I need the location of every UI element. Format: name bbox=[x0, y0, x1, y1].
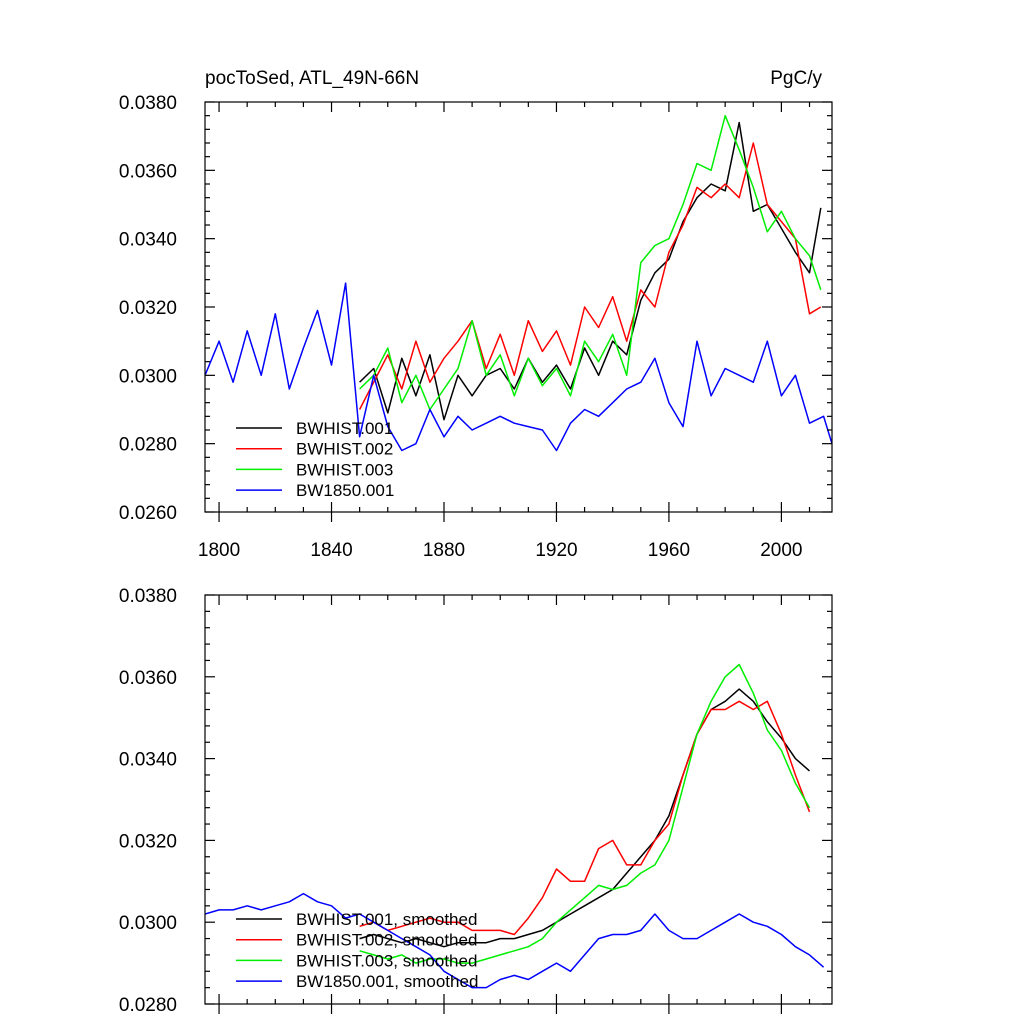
x-tick-label: 1880 bbox=[423, 540, 465, 561]
y-tick-label: 0.0280 bbox=[119, 995, 177, 1016]
x-tick-label: 2000 bbox=[760, 540, 802, 561]
y-tick-label: 0.0340 bbox=[119, 230, 177, 251]
x-tick-label: 1960 bbox=[648, 540, 690, 561]
legend-label-2: BWHIST.002 bbox=[296, 440, 393, 459]
y-tick-label: 0.0320 bbox=[119, 831, 177, 852]
series-line-4 bbox=[205, 892, 825, 989]
top-panel: 0.0260 0.0280 0.0300 0.0320 0.0340 0.0360 0.03… bbox=[119, 68, 833, 561]
series-line-4 bbox=[205, 282, 832, 452]
y-tick-label: 0.0360 bbox=[119, 668, 177, 689]
y-tick-label: 0.0380 bbox=[119, 586, 177, 607]
legend-label-1: BWHIST.001, smoothed bbox=[296, 910, 477, 929]
y-tick-label: 0.0340 bbox=[119, 750, 177, 771]
bottom-panel: 0.0280 0.0300 0.0320 0.0340 0.0360 0.0380 BWHI… bbox=[119, 586, 833, 1016]
x-tick-label: 1800 bbox=[198, 540, 240, 561]
y-tick-label: 0.0300 bbox=[119, 366, 177, 387]
y-tick-label: 0.0360 bbox=[119, 161, 177, 182]
series-line-3 bbox=[359, 663, 811, 964]
legend-label-4: BW1850.001, smoothed bbox=[296, 972, 478, 991]
chart-title: pocToSed, ATL_49N-66N bbox=[205, 68, 419, 89]
y-tick-label: 0.0320 bbox=[119, 298, 177, 319]
x-tick-label: 1840 bbox=[310, 540, 352, 561]
legend: BWHIST.001, smoothed BWHIST.002, smoothed… bbox=[236, 910, 478, 991]
y-tick-label: 0.0300 bbox=[119, 913, 177, 934]
series-group bbox=[205, 114, 832, 452]
plot-frame bbox=[204, 594, 833, 1005]
y-tick-label: 0.0260 bbox=[119, 503, 177, 524]
legend-label-3: BWHIST.003 bbox=[296, 460, 393, 479]
units-label: PgC/y bbox=[770, 68, 822, 89]
series-line-3 bbox=[359, 114, 822, 411]
y-tick-label: 0.0380 bbox=[119, 93, 177, 114]
y-tick-label: 0.0280 bbox=[119, 435, 177, 456]
x-tick-label: 1920 bbox=[535, 540, 577, 561]
legend-label-4: BW1850.001 bbox=[296, 481, 394, 500]
legend-label-3: BWHIST.003, smoothed bbox=[296, 951, 477, 970]
legend-label-1: BWHIST.001 bbox=[296, 419, 393, 438]
series-group bbox=[205, 663, 825, 989]
series-line-2 bbox=[359, 700, 811, 936]
series-line-1 bbox=[359, 688, 810, 948]
legend-label-2: BWHIST.002, smoothed bbox=[296, 931, 477, 950]
